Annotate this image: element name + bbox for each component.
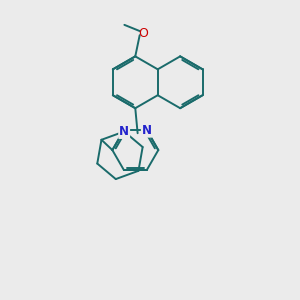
Text: O: O <box>139 27 148 40</box>
Text: N: N <box>142 124 152 137</box>
Text: N: N <box>119 125 129 138</box>
